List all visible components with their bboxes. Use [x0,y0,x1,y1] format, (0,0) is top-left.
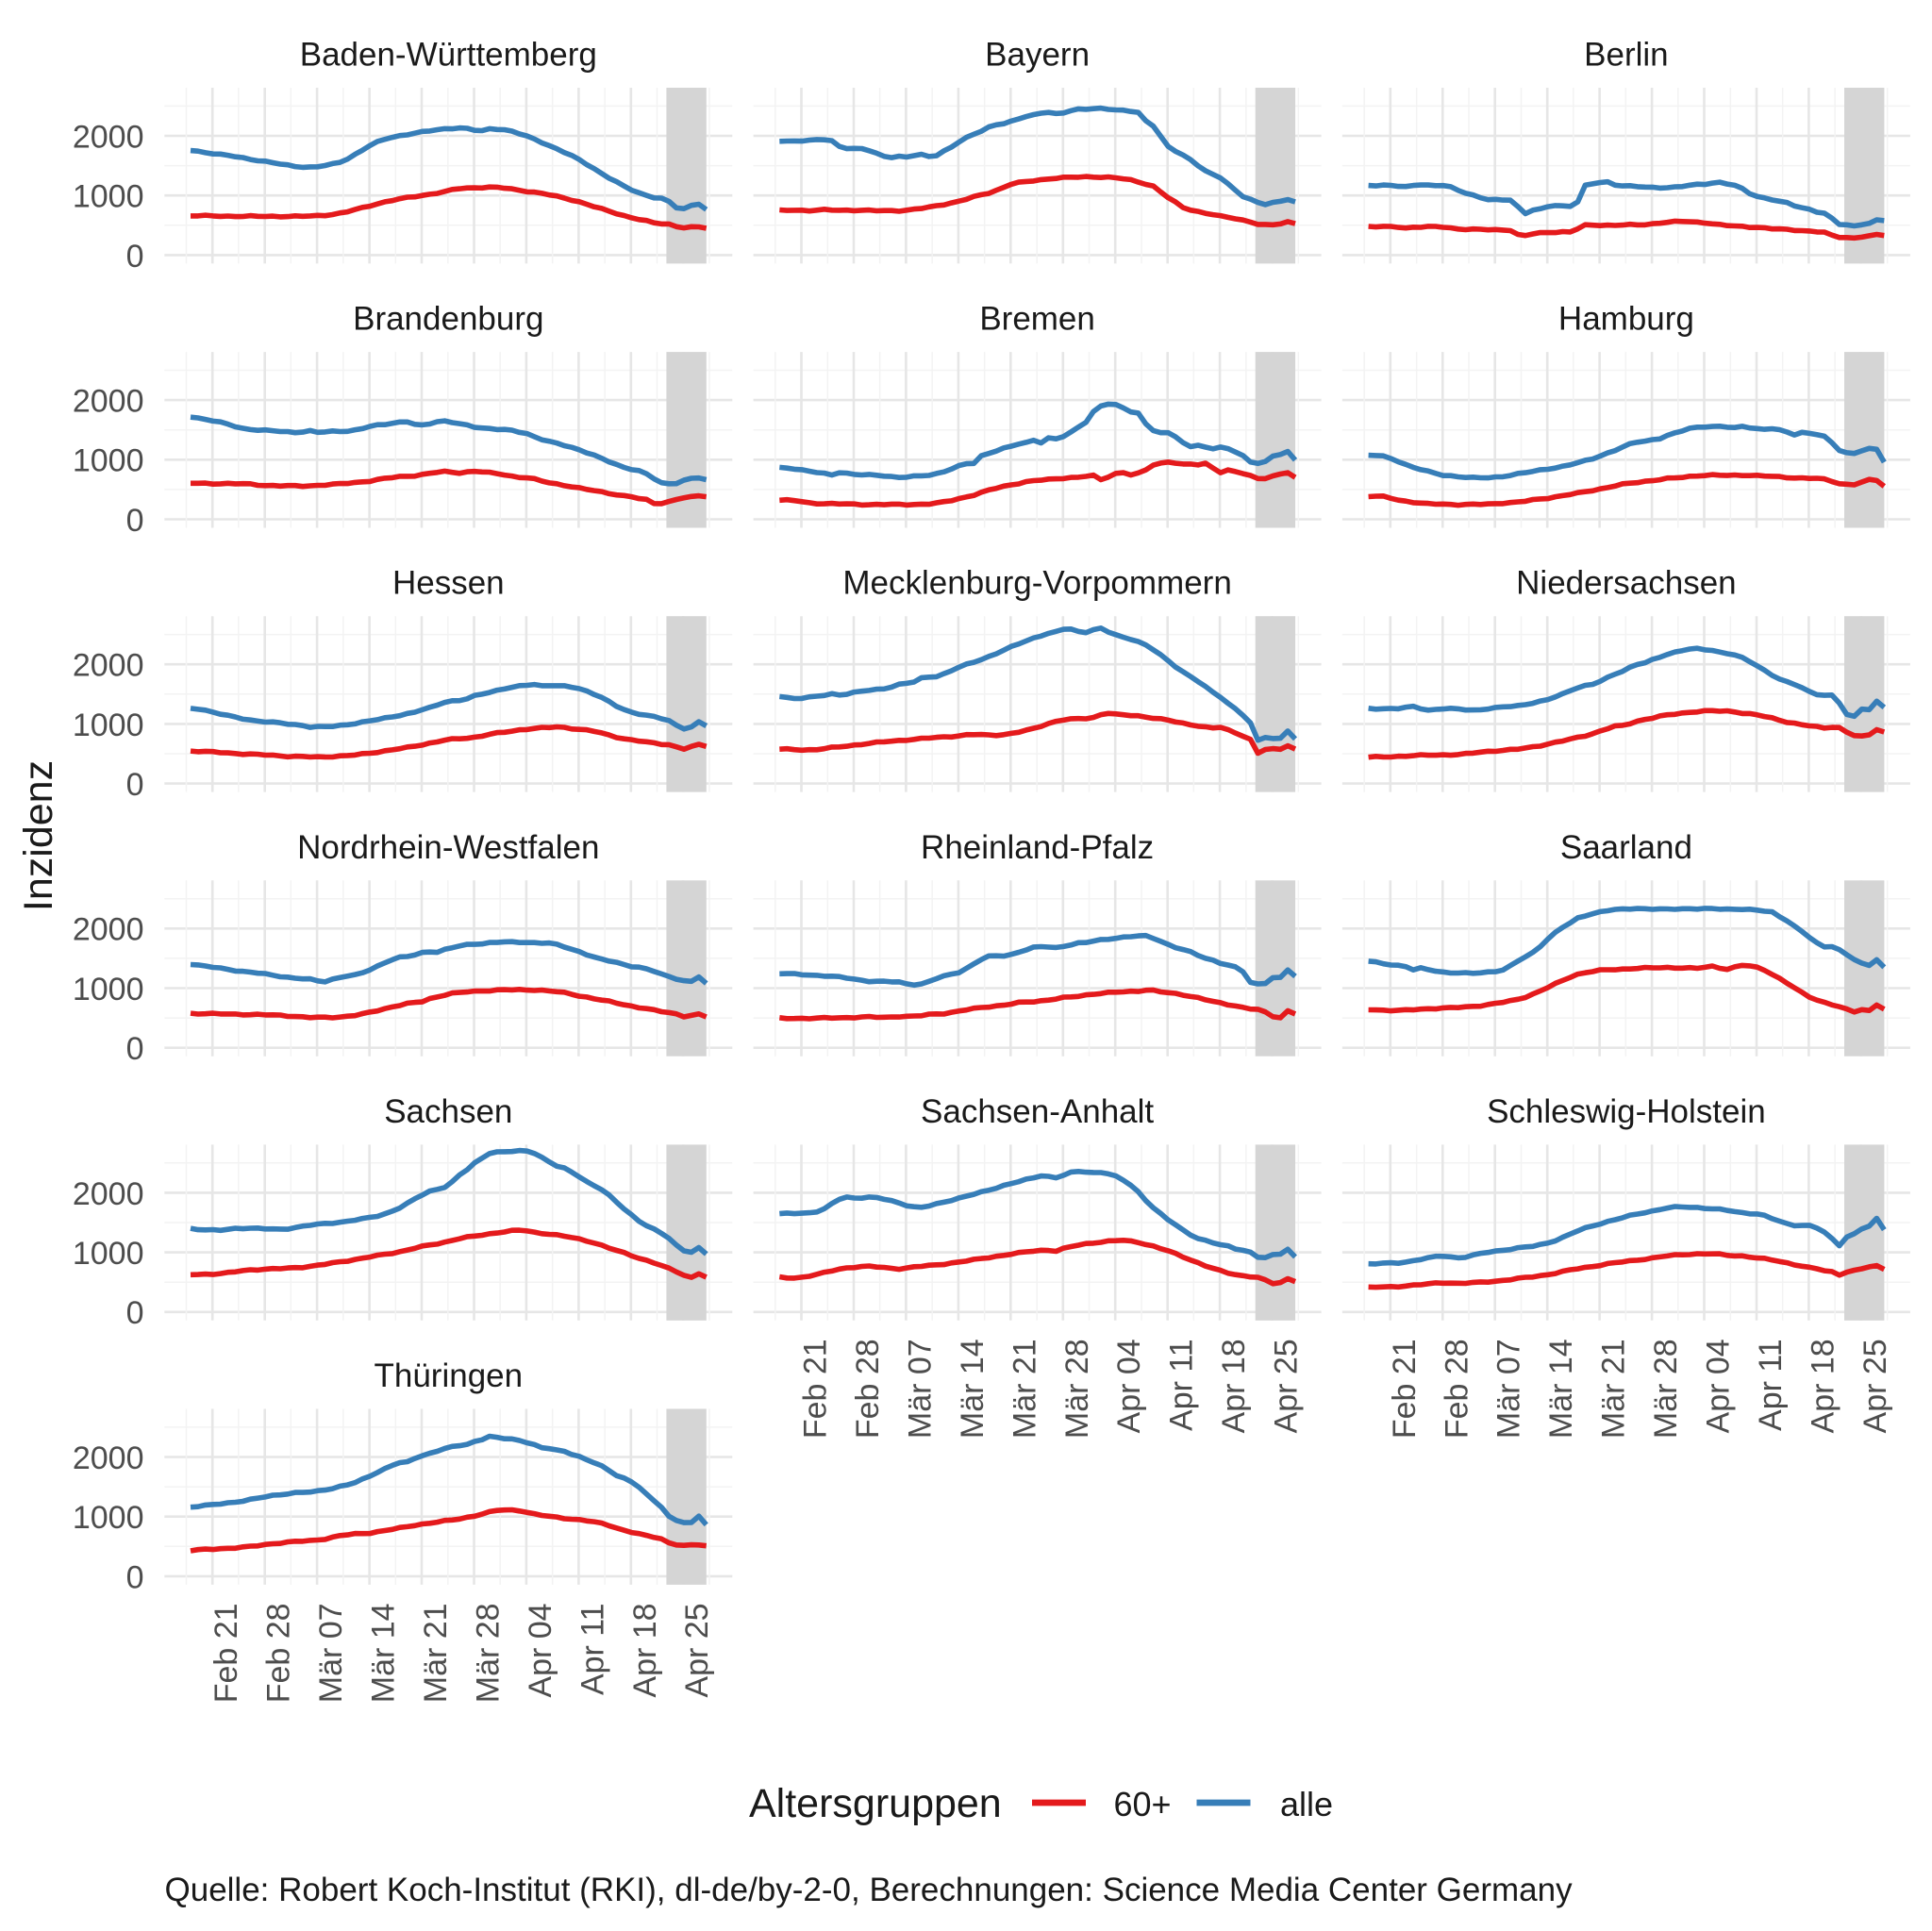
svg-text:Apr 25: Apr 25 [679,1603,715,1697]
svg-text:Baden-Württemberg: Baden-Württemberg [300,37,597,74]
svg-text:0: 0 [126,1295,144,1331]
svg-text:1000: 1000 [73,707,144,743]
svg-text:Apr 11: Apr 11 [1164,1339,1200,1431]
svg-text:Mär 21: Mär 21 [418,1603,454,1703]
svg-text:0: 0 [126,239,144,275]
svg-text:Feb 21: Feb 21 [208,1603,244,1703]
svg-text:Mär 07: Mär 07 [902,1339,938,1439]
svg-text:Hessen: Hessen [392,565,505,602]
svg-text:1000: 1000 [73,443,144,479]
svg-text:1000: 1000 [73,179,144,215]
svg-text:2000: 2000 [73,648,144,684]
svg-text:1000: 1000 [73,1236,144,1272]
svg-text:Mär 07: Mär 07 [313,1603,349,1703]
svg-text:Mär 14: Mär 14 [1543,1339,1579,1439]
svg-text:Feb 28: Feb 28 [1439,1339,1474,1439]
svg-text:Apr 18: Apr 18 [627,1603,663,1697]
svg-text:Apr 25: Apr 25 [1269,1339,1305,1433]
svg-text:1000: 1000 [73,972,144,1007]
svg-text:2000: 2000 [73,384,144,420]
svg-text:Thüringen: Thüringen [374,1357,523,1394]
svg-text:Saarland: Saarland [1560,829,1692,866]
svg-text:0: 0 [126,503,144,539]
svg-text:0: 0 [126,1559,144,1595]
svg-text:Feb 21: Feb 21 [798,1339,834,1439]
svg-text:Altersgruppen: Altersgruppen [749,1781,1002,1826]
svg-text:Brandenburg: Brandenburg [353,301,543,338]
svg-text:2000: 2000 [73,119,144,155]
svg-text:Apr 04: Apr 04 [523,1603,558,1697]
svg-text:Quelle: Robert Koch-Institut (: Quelle: Robert Koch-Institut (RKI), dl-d… [165,1872,1574,1908]
svg-text:Hamburg: Hamburg [1558,301,1694,338]
svg-text:Mecklenburg-Vorpommern: Mecklenburg-Vorpommern [842,565,1231,602]
svg-text:Sachsen: Sachsen [384,1093,512,1130]
svg-text:2000: 2000 [73,912,144,948]
svg-text:Apr 04: Apr 04 [1701,1339,1737,1433]
svg-text:Mär 28: Mär 28 [1648,1339,1684,1439]
svg-text:Mär 21: Mär 21 [1596,1339,1632,1439]
svg-text:Apr 11: Apr 11 [575,1603,610,1695]
svg-text:Sachsen-Anhalt: Sachsen-Anhalt [921,1093,1154,1130]
svg-text:Inzidenz: Inzidenz [16,760,61,911]
svg-text:Apr 11: Apr 11 [1753,1339,1789,1431]
svg-text:Feb 28: Feb 28 [850,1339,886,1439]
svg-text:Mär 07: Mär 07 [1491,1339,1527,1439]
svg-text:Apr 18: Apr 18 [1216,1339,1252,1433]
svg-text:1000: 1000 [73,1500,144,1536]
svg-text:Mär 28: Mär 28 [1059,1339,1095,1439]
svg-text:Apr 25: Apr 25 [1857,1339,1893,1433]
svg-text:Apr 04: Apr 04 [1111,1339,1147,1433]
svg-text:Schleswig-Holstein: Schleswig-Holstein [1487,1093,1766,1130]
svg-text:2000: 2000 [73,1176,144,1212]
svg-text:Berlin: Berlin [1584,37,1668,74]
svg-text:Apr 18: Apr 18 [1805,1339,1840,1433]
svg-text:Mär 14: Mär 14 [955,1339,991,1439]
svg-text:Mär 21: Mär 21 [1007,1339,1042,1439]
svg-text:Niedersachsen: Niedersachsen [1516,565,1736,602]
svg-text:Mär 28: Mär 28 [471,1603,507,1703]
svg-text:Mär 14: Mär 14 [366,1603,402,1703]
svg-text:Nordrhein-Westfalen: Nordrhein-Westfalen [297,829,599,866]
svg-text:60+: 60+ [1114,1785,1172,1823]
svg-text:0: 0 [126,1031,144,1067]
svg-text:Bremen: Bremen [979,301,1095,338]
svg-text:Feb 28: Feb 28 [261,1603,297,1703]
svg-text:alle: alle [1280,1785,1333,1823]
svg-text:0: 0 [126,767,144,803]
svg-text:Feb 21: Feb 21 [1387,1339,1423,1439]
svg-text:Bayern: Bayern [985,37,1090,74]
svg-text:Rheinland-Pfalz: Rheinland-Pfalz [921,829,1154,866]
svg-text:2000: 2000 [73,1440,144,1476]
